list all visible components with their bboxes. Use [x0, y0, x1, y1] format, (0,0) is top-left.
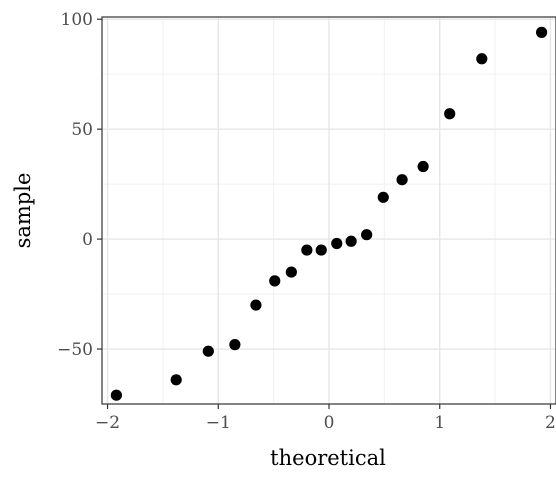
data-point — [345, 235, 357, 247]
data-point — [315, 244, 327, 256]
x-axis-ticks: −2 −1 0 1 2 — [95, 404, 556, 433]
data-point — [110, 389, 122, 401]
data-point — [250, 299, 262, 311]
data-point — [269, 275, 281, 287]
data-point — [301, 244, 313, 256]
data-point — [417, 160, 429, 173]
data-points — [110, 26, 548, 401]
y-axis-ticks: −50 0 50 100 — [57, 10, 102, 360]
y-tick-label: 0 — [82, 230, 93, 250]
x-tick-label: 2 — [545, 413, 556, 433]
data-point — [170, 374, 182, 386]
y-tick-label: 100 — [61, 10, 93, 30]
x-tick-label: 0 — [324, 413, 335, 433]
y-tick-label: −50 — [57, 340, 93, 360]
data-point — [536, 26, 548, 38]
x-axis-title: theoretical — [270, 446, 386, 470]
data-point — [476, 53, 488, 65]
major-gridlines — [102, 17, 556, 404]
data-point — [396, 174, 408, 186]
x-tick-label: −1 — [206, 413, 231, 433]
y-axis-title: sample — [11, 173, 35, 249]
y-tick-label: 50 — [71, 120, 93, 140]
x-tick-label: 1 — [434, 413, 445, 433]
data-point — [285, 266, 297, 278]
data-point — [202, 345, 214, 357]
x-tick-label: −2 — [95, 413, 120, 433]
data-point — [331, 237, 343, 250]
data-point — [361, 229, 373, 241]
data-point — [377, 191, 389, 203]
data-point — [229, 339, 241, 351]
data-point — [444, 108, 456, 120]
